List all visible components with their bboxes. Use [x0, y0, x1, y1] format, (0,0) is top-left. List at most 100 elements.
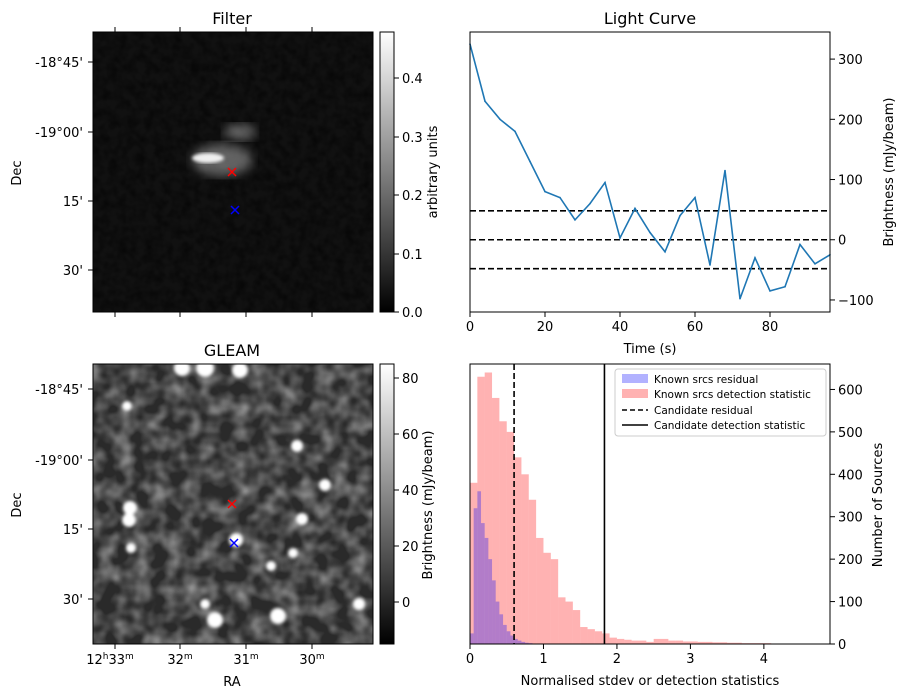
- light-curve-point: [679, 214, 681, 217]
- histogram-bar: [514, 457, 522, 644]
- light-curve-xtick: 80: [762, 320, 779, 335]
- histogram-bar: [473, 508, 478, 644]
- filter-dec-axis: -18°45' -19°00' 15' 30' Dec: [10, 56, 93, 279]
- histogram-bar: [499, 614, 504, 644]
- light-curve-point: [529, 160, 531, 163]
- light-curve-point: [544, 190, 546, 193]
- gleam-panel: GLEAM -18°45' -19°00': [10, 341, 436, 690]
- gleam-known-marker: [229, 538, 239, 548]
- histogram-bar: [661, 638, 669, 644]
- light-curve-ylabel: Brightness (mJy/beam): [882, 98, 897, 247]
- legend-swatch-residual: [622, 374, 648, 383]
- light-curve-point: [634, 207, 636, 210]
- histogram-bar: [653, 638, 662, 644]
- light-curve-point: [664, 250, 666, 253]
- histogram-xtick: 4: [760, 652, 768, 667]
- histogram-bar: [521, 641, 526, 644]
- histogram-bar: [517, 640, 522, 644]
- light-curve-ytick: 300: [838, 53, 863, 68]
- histogram-bar: [506, 631, 511, 644]
- histogram-bar: [470, 633, 474, 644]
- gleam-colorbar: 80 60 40 20 0 Brightness (mJy/beam): [379, 363, 436, 645]
- histogram-panel: 0 1 2 3 4 0 100 200 300 400 500 600 Normalised std…: [466, 363, 886, 689]
- light-curve-point: [484, 100, 486, 103]
- histogram-bar: [492, 397, 500, 644]
- gleam-colorbar-tick: 0: [402, 596, 410, 611]
- light-curve-series: [469, 43, 831, 300]
- histogram-bar: [488, 559, 493, 644]
- light-curve-point: [769, 290, 771, 292]
- gleam-xlabel: RA: [223, 675, 241, 690]
- light-curve-point: [784, 285, 786, 288]
- histogram-bar: [683, 641, 691, 644]
- light-curve-point: [514, 130, 516, 133]
- histogram-bar: [734, 642, 742, 644]
- gleam-image: [93, 364, 373, 644]
- histogram-ytick: 200: [838, 553, 863, 568]
- light-curve-title: Light Curve: [604, 9, 696, 28]
- gleam-title: GLEAM: [204, 341, 260, 360]
- filter-dec-tick: 30': [63, 264, 83, 279]
- histogram-bar: [690, 641, 698, 644]
- histogram-bar: [697, 641, 706, 644]
- gleam-dec-axis: -18°45' -19°00' 15' 30' Dec: [10, 383, 93, 608]
- histogram-bar: [638, 640, 647, 644]
- histogram-ytick: 0: [838, 638, 846, 653]
- light-curve-point: [574, 219, 576, 221]
- histogram-bar: [668, 640, 676, 644]
- light-curve-point: [559, 196, 561, 199]
- filter-panel: Filter -18°45' -19°00' 15' 30' Dec: [10, 9, 441, 321]
- histogram-bar: [495, 601, 500, 644]
- filter-colorbar-tick: 0.3: [402, 131, 423, 146]
- light-curve-xtick: 60: [687, 320, 704, 335]
- light-curve-ytick: 200: [838, 113, 863, 128]
- gleam-dec-tick: 15': [63, 523, 83, 538]
- histogram-bar: [536, 537, 544, 644]
- histogram-xtick: 3: [686, 652, 694, 667]
- filter-candidate-marker: [227, 167, 237, 177]
- histogram-bar: [484, 537, 489, 644]
- histogram-bar: [477, 491, 482, 644]
- filter-dec-tick: -19°00': [35, 126, 83, 141]
- histogram-bar: [481, 523, 485, 644]
- filter-title: Filter: [212, 9, 252, 28]
- legend-label: Candidate residual: [654, 405, 753, 417]
- filter-colorbar-tick: 0.2: [402, 189, 423, 204]
- filter-dec-tick: -18°45': [35, 56, 83, 71]
- histogram-bar: [587, 629, 595, 644]
- light-curve-point: [694, 196, 696, 199]
- light-curve-point: [709, 264, 711, 266]
- light-curve-xtick: 20: [537, 320, 554, 335]
- histogram-bar: [525, 642, 529, 644]
- filter-colorbar-label: arbitrary units: [426, 125, 441, 218]
- histogram-legend: Known srcs residual Known srcs detection…: [614, 368, 827, 437]
- gleam-dec-tick: -18°45': [35, 383, 83, 398]
- filter-colorbar-tick: 0.4: [402, 72, 423, 87]
- histogram-ylabel: Number of Sources: [871, 443, 886, 568]
- histogram-ytick: 600: [838, 383, 863, 398]
- histogram-bar: [514, 638, 518, 644]
- filter-ylabel: Dec: [10, 160, 25, 185]
- light-curve-ytick: 100: [838, 174, 863, 189]
- histogram-bar: [503, 624, 507, 644]
- histogram-bar: [506, 431, 515, 644]
- histogram-bar: [580, 627, 588, 644]
- histogram-bar: [624, 639, 632, 644]
- histogram-bar: [558, 597, 566, 644]
- light-curve-point: [604, 181, 606, 184]
- light-curve-ytick: 0: [838, 234, 846, 249]
- light-curve-point: [724, 169, 726, 172]
- gleam-colorbar-tick: 80: [402, 372, 419, 387]
- histogram-bar: [705, 641, 713, 644]
- histogram-ytick: 300: [838, 511, 863, 526]
- histogram-bar: [675, 640, 684, 644]
- histogram-bar: [594, 631, 603, 644]
- light-curve-point: [739, 297, 741, 300]
- histogram-bar: [646, 641, 654, 644]
- filter-dec-tick: 15': [63, 195, 83, 210]
- histogram-bar: [470, 482, 478, 644]
- gleam-dec-tick: -19°00': [35, 454, 83, 469]
- histogram-bar: [510, 635, 515, 644]
- gleam-ra-tick: 12h33m: [86, 652, 134, 668]
- histogram-xtick: 0: [466, 652, 474, 667]
